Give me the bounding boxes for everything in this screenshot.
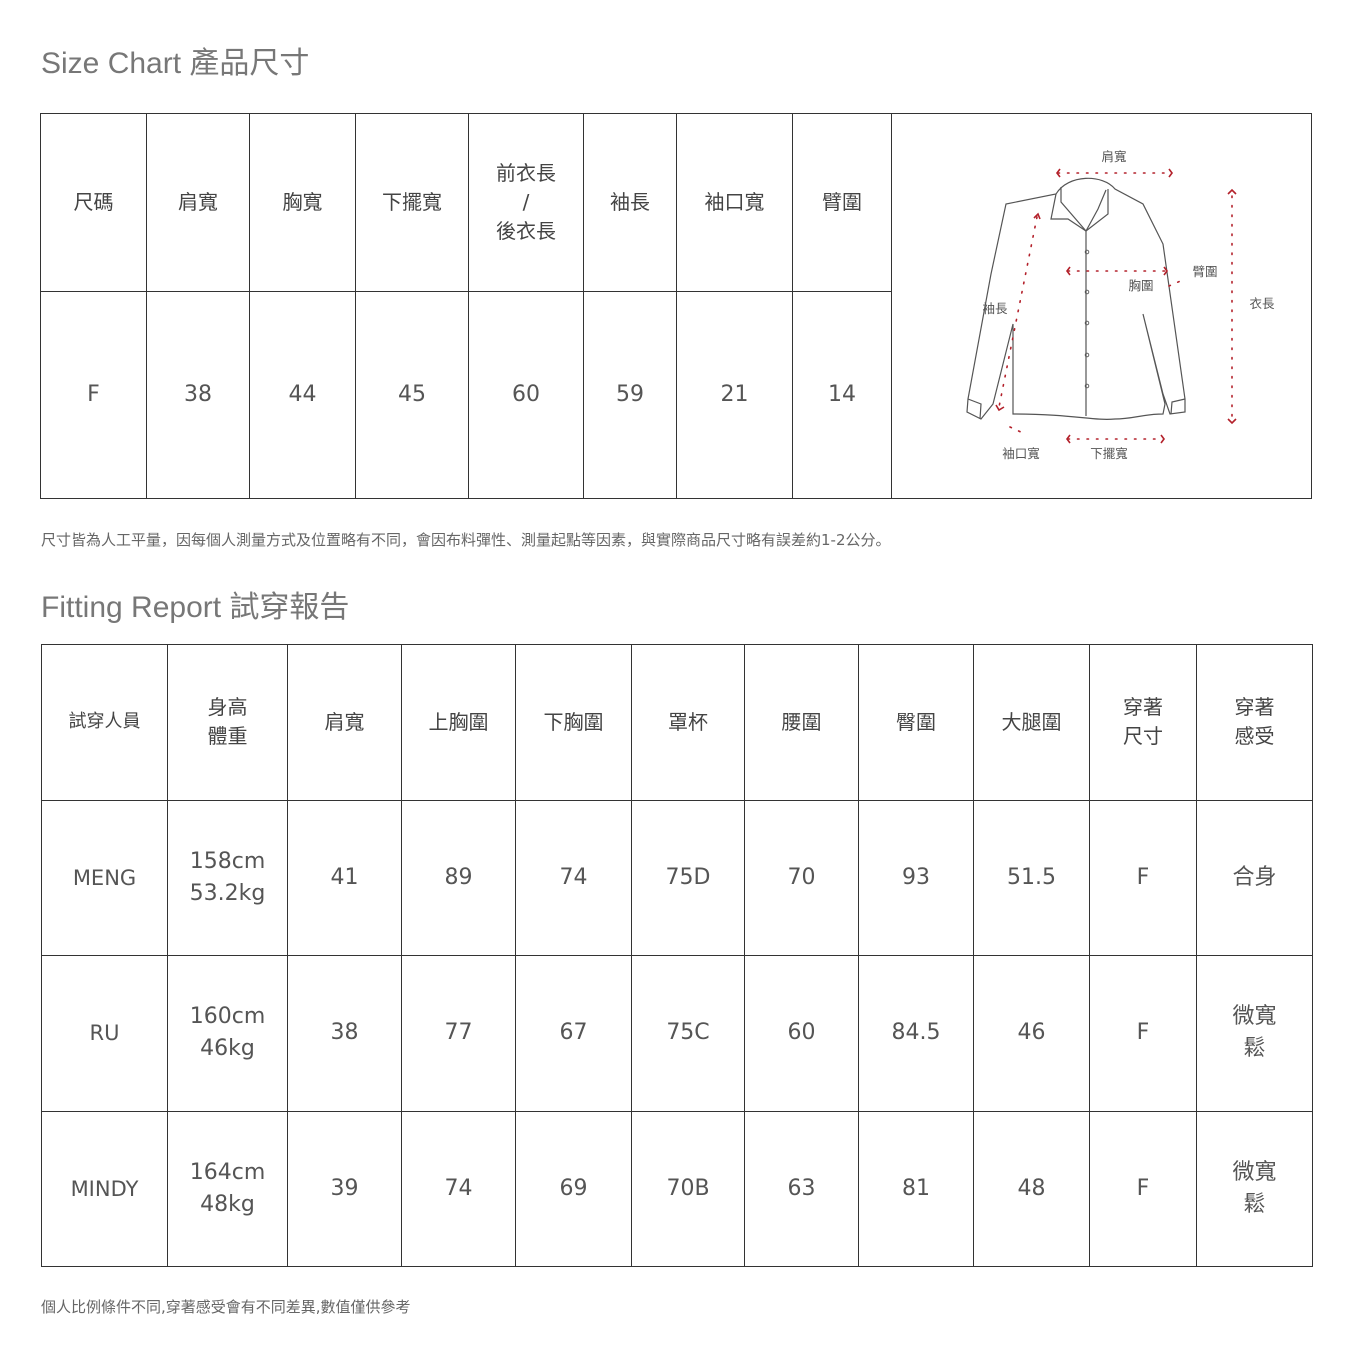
size-chart-header-cell: 下擺寬 xyxy=(355,113,469,292)
table-row: RU 160cm 46kg 38 77 67 75C 60 84.5 46 F 微寬 鬆 xyxy=(41,955,1313,1112)
size-chart-cell: 44 xyxy=(249,290,356,500)
fitting-report-header-cell: 試穿人員 xyxy=(41,644,168,801)
fitting-report-cell: 46 xyxy=(973,955,1090,1112)
fitting-report-header-cell: 穿著 感受 xyxy=(1196,644,1313,801)
fitting-report-cell: 160cm 46kg xyxy=(167,955,288,1112)
fitting-report-cell: 69 xyxy=(515,1110,632,1267)
diagram-label-length: 衣長 xyxy=(1249,296,1275,311)
fitting-report-header-cell: 罩杯 xyxy=(631,644,745,801)
fitting-report-cell: 81 xyxy=(858,1110,974,1267)
fitting-report-cell: 48 xyxy=(973,1110,1090,1267)
fitting-report-table: 試穿人員 身高 體重 肩寬 上胸圍 下胸圍 罩杯 腰圍 臀圍 大腿圍 穿著 尺寸 穿著 感受 MENG… xyxy=(41,644,1313,1267)
fitting-report-cell: F xyxy=(1089,1110,1197,1267)
size-chart-table: 尺碼 肩寬 胸寬 下擺寬 前衣長 / 後衣長 袖長 袖口寬 臂圍 xyxy=(40,112,1312,500)
fitting-report-cell: 158cm 53.2kg xyxy=(167,799,288,956)
table-row: MENG 158cm 53.2kg 41 89 74 75D 70 93 51.5 F 合身 xyxy=(41,799,1313,956)
fitting-report-header-cell: 上胸圍 xyxy=(401,644,516,801)
fitting-report-note: 個人比例條件不同,穿著感受會有不同差異,數值僅供參考 xyxy=(41,1298,411,1316)
fitting-report-cell: F xyxy=(1089,799,1197,956)
size-chart-cell: 45 xyxy=(355,290,469,500)
fitting-report-cell: 164cm 48kg xyxy=(167,1110,288,1267)
size-chart-header-cell: 肩寬 xyxy=(146,113,250,292)
fitting-report-cell: MINDY xyxy=(41,1110,168,1267)
size-chart-header-cell: 前衣長 / 後衣長 xyxy=(468,113,584,292)
diagram-label-shoulder: 肩寬 xyxy=(1101,149,1126,164)
fitting-report-header-cell: 下胸圍 xyxy=(515,644,632,801)
fitting-report-cell: 39 xyxy=(287,1110,402,1267)
size-chart-cell: 59 xyxy=(583,290,677,500)
fitting-report-cell: MENG xyxy=(41,799,168,956)
diagram-label-sleeve: 袖長 xyxy=(982,301,1008,316)
fitting-report-cell: 63 xyxy=(744,1110,859,1267)
size-chart-header-row: 尺碼 肩寬 胸寬 下擺寬 前衣長 / 後衣長 袖長 袖口寬 臂圍 xyxy=(40,112,1312,500)
fitting-report-cell: RU xyxy=(41,955,168,1112)
table-row: MINDY 164cm 48kg 39 74 69 70B 63 81 48 F 微寬 鬆 xyxy=(41,1110,1313,1267)
size-chart-cell: F xyxy=(40,290,147,500)
fitting-report-cell: 89 xyxy=(401,799,516,956)
fitting-report-cell: 51.5 xyxy=(973,799,1090,956)
diagram-label-chest: 胸圍 xyxy=(1128,278,1153,293)
fitting-report-cell: 67 xyxy=(515,955,632,1112)
fitting-report-cell: 70 xyxy=(744,799,859,956)
fitting-report-header-cell: 身高 體重 xyxy=(167,644,288,801)
fitting-report-cell: 74 xyxy=(515,799,632,956)
diagram-label-cuff: 袖口寬 xyxy=(1002,446,1040,461)
size-chart-header-cell: 胸寬 xyxy=(249,113,356,292)
fitting-report-cell: 60 xyxy=(744,955,859,1112)
size-chart-header-cell: 袖口寬 xyxy=(676,113,793,292)
fitting-report-cell: 75D xyxy=(631,799,745,956)
fitting-report-cell: 84.5 xyxy=(858,955,974,1112)
diagram-label-arm: 臂圍 xyxy=(1192,264,1217,279)
fitting-report-cell: 微寬 鬆 xyxy=(1196,955,1313,1112)
size-chart-row: F 38 44 45 60 59 21 14 xyxy=(40,290,1312,500)
size-chart-header-cell: 袖長 xyxy=(583,113,677,292)
fitting-report-cell: 70B xyxy=(631,1110,745,1267)
size-chart-title: Size Chart 產品尺寸 xyxy=(41,47,310,80)
measurement-diagram: 肩寬 胸圍 臂圍 袖長 衣長 袖口寬 下擺寬 xyxy=(891,112,1312,500)
fitting-report-cell: 合身 xyxy=(1196,799,1313,956)
size-chart-cell: 21 xyxy=(676,290,793,500)
fitting-report-cell: 75C xyxy=(631,955,745,1112)
size-chart-header-cell: 尺碼 xyxy=(40,113,147,292)
fitting-report-cell: 微寬 鬆 xyxy=(1196,1110,1313,1267)
fitting-report-cell: 74 xyxy=(401,1110,516,1267)
size-chart-cell: 60 xyxy=(468,290,584,500)
fitting-report-header-cell: 臀圍 xyxy=(858,644,974,801)
size-chart-note: 尺寸皆為人工平量，因每個人測量方式及位置略有不同，會因布料彈性、測量起點等因素，… xyxy=(41,531,891,549)
fitting-report-header-cell: 肩寬 xyxy=(287,644,402,801)
fitting-report-cell: 38 xyxy=(287,955,402,1112)
fitting-report-header-cell: 腰圍 xyxy=(744,644,859,801)
fitting-report-header-cell: 大腿圍 xyxy=(973,644,1090,801)
fitting-report-title: Fitting Report 試穿報告 xyxy=(41,591,350,624)
fitting-report-header-row: 試穿人員 身高 體重 肩寬 上胸圍 下胸圍 罩杯 腰圍 臀圍 大腿圍 穿著 尺寸 穿著 感受 xyxy=(41,644,1313,801)
size-chart-header-cell: 臂圍 xyxy=(792,113,892,292)
diagram-label-hem: 下擺寬 xyxy=(1090,446,1128,461)
fitting-report-cell: F xyxy=(1089,955,1197,1112)
fitting-report-header-cell: 穿著 尺寸 xyxy=(1089,644,1197,801)
shirt-diagram-icon: 肩寬 胸圍 臂圍 袖長 衣長 袖口寬 下擺寬 xyxy=(965,149,1275,461)
size-chart-cell: 14 xyxy=(792,290,892,500)
size-chart-cell: 38 xyxy=(146,290,250,500)
fitting-report-cell: 41 xyxy=(287,799,402,956)
fitting-report-cell: 77 xyxy=(401,955,516,1112)
fitting-report-cell: 93 xyxy=(858,799,974,956)
